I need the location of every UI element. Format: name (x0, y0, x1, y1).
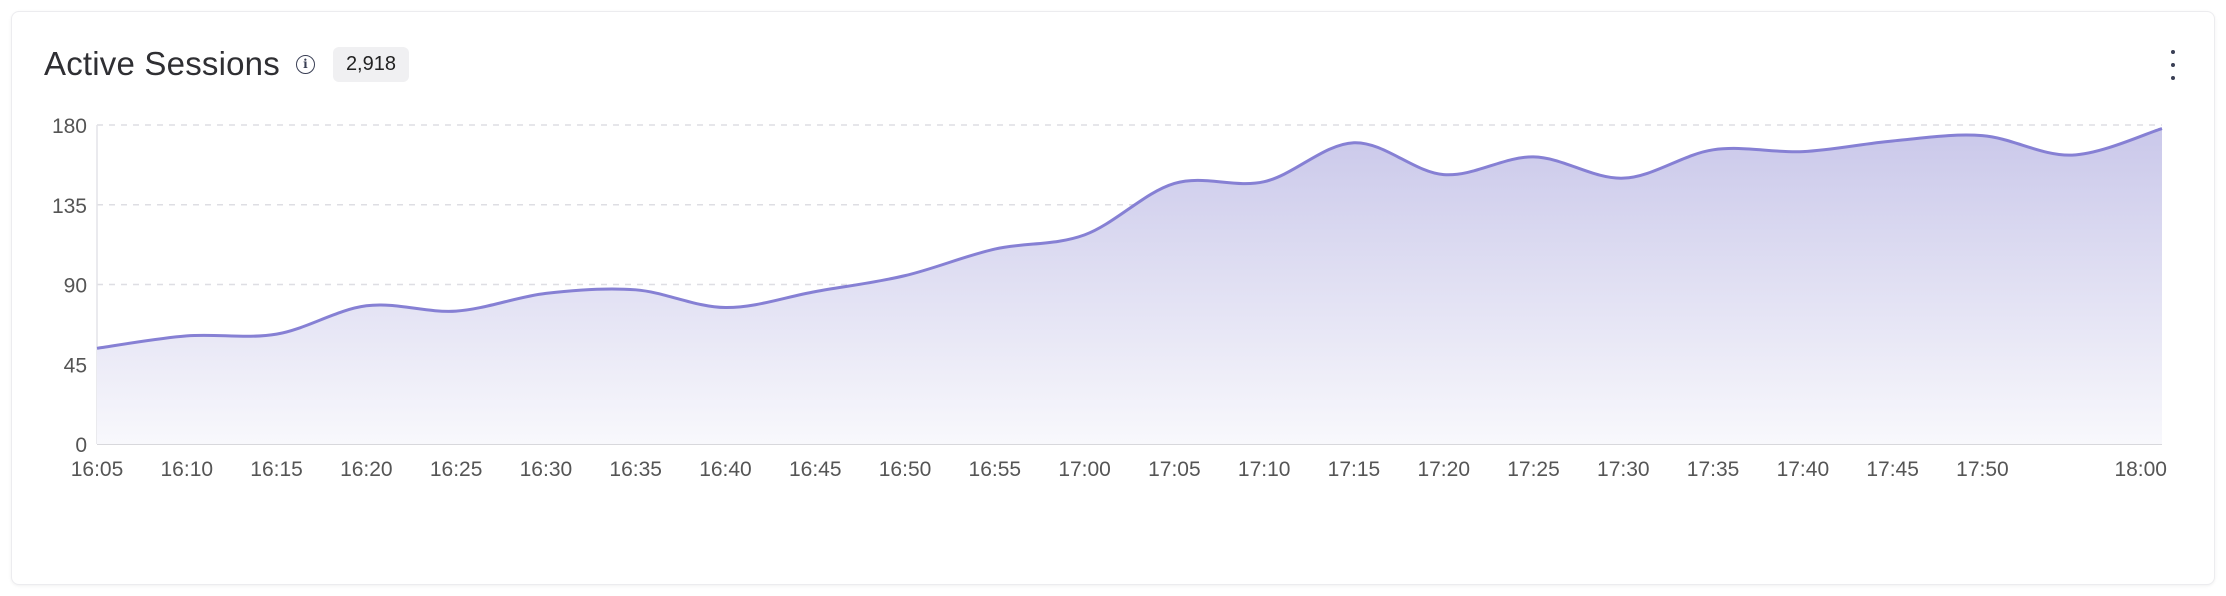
y-tick-label: 90 (64, 275, 87, 298)
x-tick-label: 17:00 (1058, 458, 1111, 481)
x-tick-label: 17:50 (1956, 458, 2009, 481)
x-tick-label: 17:40 (1777, 458, 1830, 481)
x-tick-label: 16:40 (699, 458, 752, 481)
x-tick-label: 17:10 (1238, 458, 1291, 481)
x-tick-label: 17:45 (1866, 458, 1919, 481)
y-tick-label: 180 (52, 115, 87, 138)
x-tick-label: 17:25 (1507, 458, 1560, 481)
y-tick-label: 135 (52, 195, 87, 218)
x-tick-label: 17:20 (1417, 458, 1470, 481)
x-tick-label: 18:00 (2114, 458, 2167, 481)
x-tick-label: 17:05 (1148, 458, 1201, 481)
x-tick-label: 16:30 (520, 458, 573, 481)
x-tick-label: 16:55 (969, 458, 1022, 481)
card-header: Active Sessions i 2,918 (44, 42, 409, 86)
x-tick-label: 16:25 (430, 458, 483, 481)
x-tick-label: 17:30 (1597, 458, 1650, 481)
more-vertical-icon[interactable] (2168, 50, 2178, 80)
x-tick-label: 16:35 (609, 458, 662, 481)
y-tick-label: 0 (75, 434, 87, 457)
x-tick-label: 16:20 (340, 458, 393, 481)
x-tick-label: 16:10 (161, 458, 214, 481)
x-tick-label: 17:15 (1328, 458, 1381, 481)
total-badge: 2,918 (332, 46, 409, 82)
y-tick-label: 45 (64, 354, 87, 377)
x-tick-label: 16:50 (879, 458, 932, 481)
x-tick-label: 16:45 (789, 458, 842, 481)
x-tick-label: 17:35 (1687, 458, 1740, 481)
series-line (96, 127, 2163, 350)
card-title: Active Sessions (44, 45, 280, 82)
area-fill (97, 128, 2162, 445)
x-tick-label: 16:15 (250, 458, 303, 481)
x-tick-label: 16:05 (71, 458, 124, 481)
info-circle-icon[interactable]: i (295, 54, 315, 74)
